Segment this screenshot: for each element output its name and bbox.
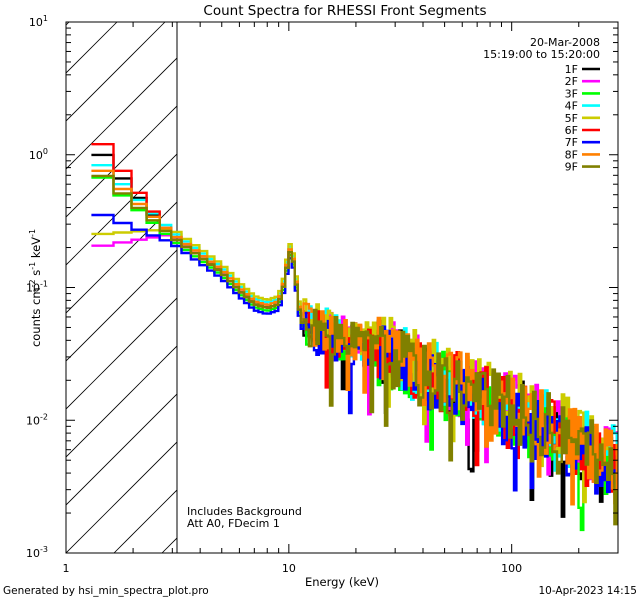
hatch-line <box>66 201 177 314</box>
y-axis-label-mid: s <box>29 270 43 280</box>
y-tick-label: 10-2 <box>26 412 48 427</box>
legend-label-3F: 3F <box>565 87 578 100</box>
y-axis-label: counts cm-2 s-1 keV-1 <box>28 229 43 347</box>
timestamp-footer: 10-Apr-2023 14:15 <box>538 585 637 597</box>
hatch-line <box>66 393 177 506</box>
y-tick-label: 100 <box>29 147 48 162</box>
legend-label-6F: 6F <box>565 124 578 137</box>
hatch-line <box>66 57 177 170</box>
plot-frame <box>65 21 619 554</box>
hatch-line <box>0 22 21 553</box>
y-axis-label-end: keV <box>29 237 43 262</box>
y-tick-label: 101 <box>29 14 48 29</box>
hatch-line <box>66 249 177 362</box>
hatch-line <box>66 105 177 218</box>
chart-title: Count Spectra for RHESSI Front Segments <box>203 3 486 19</box>
legend-label-5F: 5F <box>565 112 578 125</box>
y-axis-label-sup3: -1 <box>28 229 37 237</box>
legend-label-2F: 2F <box>565 75 578 88</box>
legend-label-8F: 8F <box>565 148 578 161</box>
y-axis-label-sup1: -2 <box>28 279 37 287</box>
y-axis-label-sup2: -1 <box>28 262 37 270</box>
x-axis-label: Energy (keV) <box>305 575 379 589</box>
hatch-line <box>66 441 177 553</box>
series-9F-line <box>91 174 618 526</box>
annotation-background: Includes Background <box>187 505 302 518</box>
legend-label-4F: 4F <box>565 100 578 113</box>
legend-label-9F: 9F <box>565 161 578 174</box>
annotation-attenuator: Att A0, FDecim 1 <box>187 517 280 530</box>
time-range-label: 15:19:00 to 15:20:00 <box>483 48 600 61</box>
x-tick-label: 10 <box>282 562 296 575</box>
hatch-line <box>66 345 177 458</box>
y-tick-label: 10-1 <box>26 280 48 295</box>
generator-footer: Generated by hsi_min_spectra_plot.pro <box>3 585 209 597</box>
y-tick-label: 10-3 <box>26 545 48 560</box>
date-label: 20-Mar-2008 <box>530 36 600 49</box>
x-tick-label: 100 <box>501 562 522 575</box>
legend-label-7F: 7F <box>565 136 578 149</box>
hatch-line <box>66 22 166 122</box>
y-axis-label-main: counts cm <box>29 287 43 347</box>
hatched-region <box>0 22 177 553</box>
hatch-line <box>66 22 118 74</box>
x-tick-label: 1 <box>63 562 70 575</box>
legend-label-1F: 1F <box>565 63 578 76</box>
